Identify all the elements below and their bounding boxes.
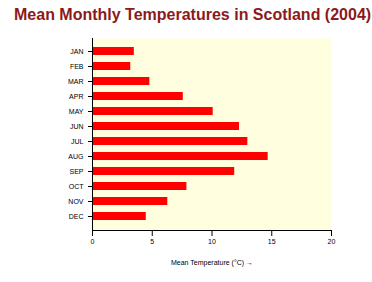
svg-text:AUG: AUG <box>68 153 83 160</box>
svg-text:APR: APR <box>69 93 83 100</box>
svg-text:Mean Temperature (°C) →: Mean Temperature (°C) → <box>171 259 253 267</box>
svg-text:15: 15 <box>268 238 276 245</box>
svg-text:FEB: FEB <box>70 63 84 70</box>
svg-text:JAN: JAN <box>70 48 83 55</box>
html-text:Mean Monthly Temperatures in S: Mean Monthly Temperatures in Scotland (2… <box>14 6 372 23</box>
svg-text:0: 0 <box>91 238 95 245</box>
svg-text:MAR: MAR <box>68 78 84 85</box>
svg-text:JUN: JUN <box>70 123 84 130</box>
svg-text:MAY: MAY <box>69 108 84 115</box>
svg-text:NOV: NOV <box>68 198 84 205</box>
svg-text:OCT: OCT <box>69 183 85 190</box>
svg-text:DEC: DEC <box>69 213 84 220</box>
svg-text:SEP: SEP <box>69 168 83 175</box>
svg-text:10: 10 <box>208 238 216 245</box>
svg-text:5: 5 <box>150 238 154 245</box>
svg-text:20: 20 <box>328 238 336 245</box>
svg-text:JUL: JUL <box>71 138 84 145</box>
